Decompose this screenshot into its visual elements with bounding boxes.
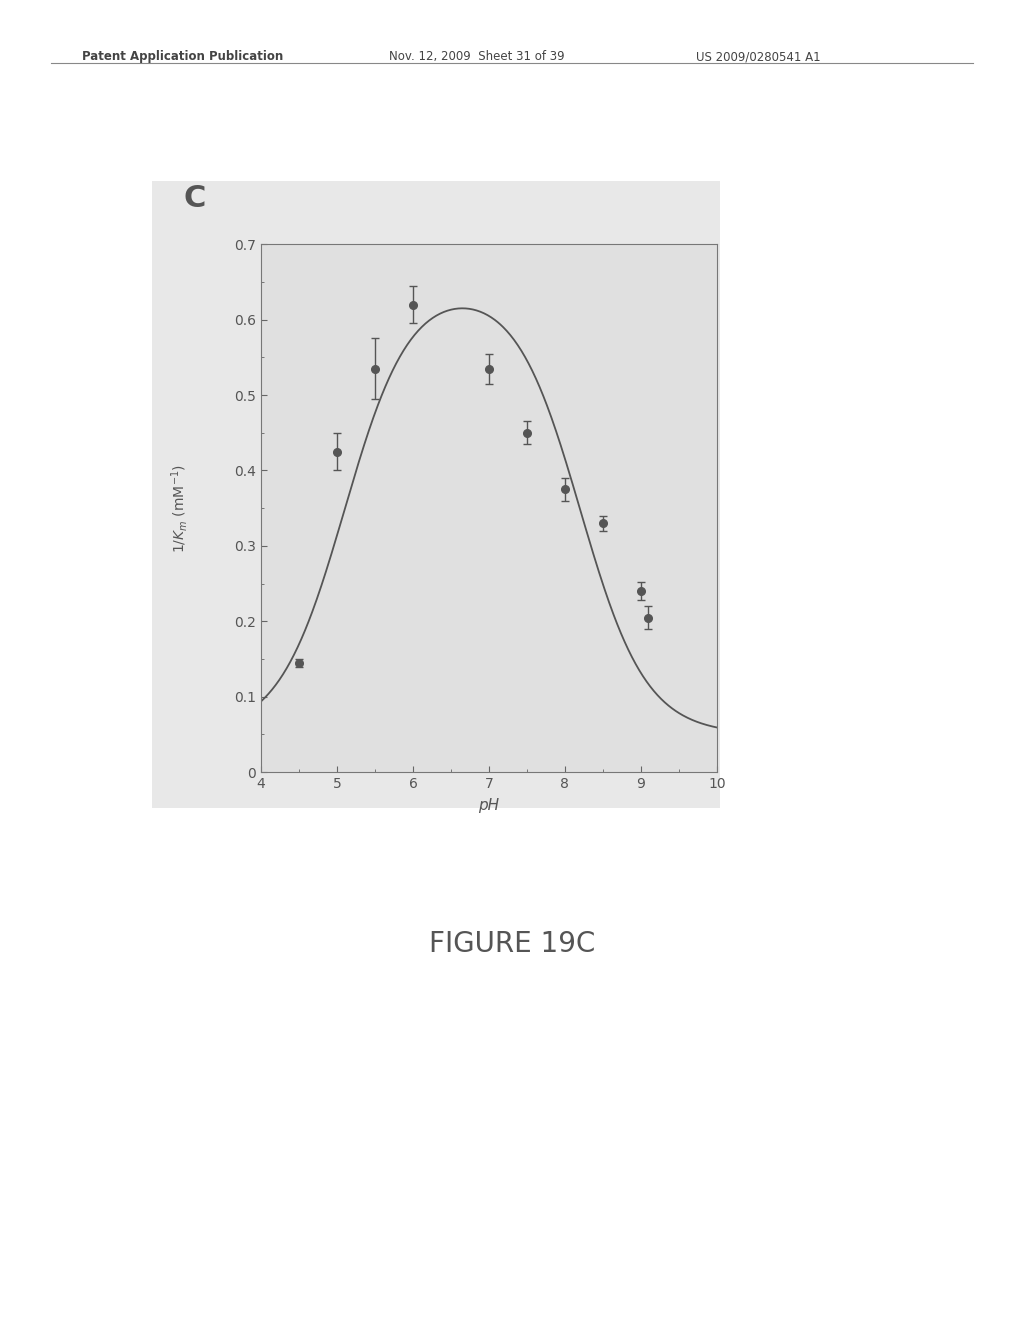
- Text: US 2009/0280541 A1: US 2009/0280541 A1: [696, 50, 821, 63]
- Text: C: C: [183, 183, 206, 213]
- X-axis label: pH: pH: [478, 799, 500, 813]
- Text: Patent Application Publication: Patent Application Publication: [82, 50, 284, 63]
- Text: $1/K_m\ \mathrm{(mM^{-1})}$: $1/K_m\ \mathrm{(mM^{-1})}$: [169, 463, 189, 553]
- Text: Nov. 12, 2009  Sheet 31 of 39: Nov. 12, 2009 Sheet 31 of 39: [389, 50, 565, 63]
- Text: FIGURE 19C: FIGURE 19C: [429, 929, 595, 958]
